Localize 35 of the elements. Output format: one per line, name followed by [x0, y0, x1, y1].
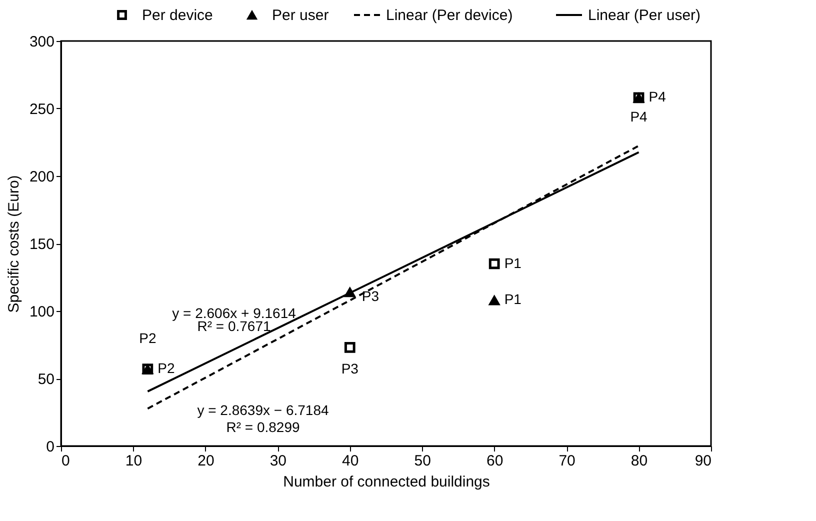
annotation: P2	[158, 360, 176, 376]
x-axis-title: Number of connected buildings	[283, 474, 490, 490]
annotation: y = 2.606x + 9.1614	[172, 305, 296, 321]
x-tick-label: 0	[62, 452, 70, 470]
x-tick-label: 50	[414, 452, 431, 470]
x-tick-label: 20	[198, 452, 214, 470]
annotation: y = 2.8639x − 6.7184	[197, 402, 329, 418]
x-tick-label: 60	[486, 452, 504, 470]
y-tick-label: 150	[29, 236, 54, 253]
y-tick-label: 250	[29, 101, 54, 118]
annotation: P3	[362, 288, 380, 304]
y-tick-label: 50	[38, 371, 54, 388]
annotation: P4	[648, 88, 666, 105]
legend-label: Linear (Per user)	[588, 7, 701, 24]
legend-label: Linear (Per device)	[386, 7, 513, 24]
annotation: P1	[504, 291, 522, 308]
y-tick-label: 200	[29, 168, 54, 186]
annotation: R² = 0.8299	[226, 419, 300, 435]
annotation: P4	[630, 108, 648, 125]
y-axis-title: Specific costs (Euro)	[5, 175, 22, 313]
legend-label: Per user	[272, 7, 329, 24]
x-tick-label: 40	[342, 452, 359, 470]
x-tick-label: 70	[558, 452, 576, 470]
x-tick-label: 10	[125, 452, 142, 470]
annotation: P2	[139, 330, 156, 346]
annotation: P3	[341, 360, 359, 376]
x-tick-label: 30	[270, 452, 287, 470]
annotation: R² = 0.7671	[197, 318, 271, 334]
x-tick-label: 80	[630, 452, 648, 470]
annotation: P1	[504, 254, 522, 271]
y-tick-label: 100	[29, 304, 54, 320]
x-tick-label: 90	[694, 452, 712, 470]
y-tick-label: 0	[46, 438, 54, 456]
y-tick-label: 300	[29, 34, 54, 50]
legend-label: Per device	[142, 7, 213, 24]
